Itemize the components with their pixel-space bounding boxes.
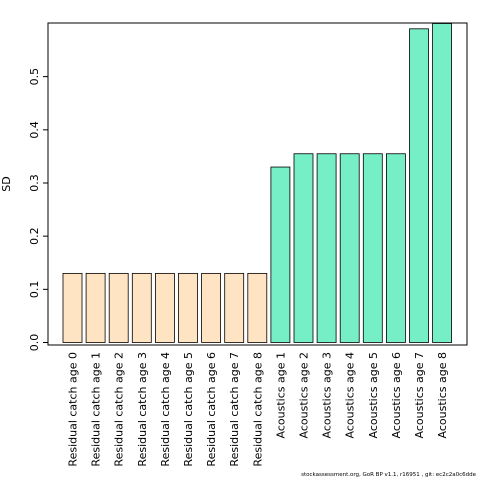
bars — [62, 23, 453, 343]
x-tick-label: Acoustics age 8 — [436, 352, 449, 438]
footer-text: stockassessment.org, GoR BP v1.1, r16951… — [301, 472, 476, 478]
x-tick-label: Residual catch age 6 — [205, 352, 218, 467]
bar — [178, 272, 198, 343]
x-tick-label: Acoustics age 2 — [298, 352, 311, 438]
bar — [409, 28, 429, 343]
bar — [270, 166, 291, 343]
x-tick-label: Acoustics age 1 — [274, 352, 287, 438]
bar — [201, 272, 222, 343]
bar — [316, 153, 337, 343]
bar — [154, 272, 175, 343]
bar — [432, 23, 453, 343]
y-tick-label: 0.3 — [28, 174, 41, 192]
bar — [131, 272, 152, 343]
x-tick-label: Residual catch age 4 — [159, 352, 172, 467]
bar — [85, 272, 106, 343]
bar — [62, 272, 83, 343]
y-tick-label: 0.0 — [28, 334, 41, 352]
bar — [385, 153, 406, 343]
y-axis-label: SD — [0, 176, 13, 191]
x-tick-label: Residual catch age 5 — [182, 352, 195, 467]
y-tick-label: 0.5 — [28, 68, 41, 86]
x-tick-label: Residual catch age 3 — [136, 352, 149, 467]
bar — [247, 272, 268, 343]
x-tick-label: Residual catch age 2 — [113, 352, 126, 467]
bar — [293, 153, 314, 343]
y-tick-label: 0.4 — [28, 121, 41, 139]
x-tick-label: Acoustics age 7 — [413, 352, 426, 438]
x-tick-label: Residual catch age 0 — [67, 352, 80, 467]
bar — [108, 272, 129, 343]
bar — [224, 272, 245, 343]
y-tick-label: 0.1 — [28, 281, 41, 299]
plot-frame — [47, 22, 468, 346]
x-tick-labels: Residual catch age 0 Residual catch age 1… — [67, 352, 450, 467]
y-axis: 0.0 0.1 0.2 0.3 0.4 0.5 — [28, 68, 48, 351]
x-tick-label: Acoustics age 3 — [321, 352, 334, 438]
x-tick-label: Residual catch age 1 — [90, 352, 103, 467]
x-tick-label: Acoustics age 5 — [367, 352, 380, 438]
x-tick-label: Acoustics age 4 — [344, 352, 357, 438]
bar — [339, 153, 360, 343]
x-tick-label: Residual catch age 8 — [251, 352, 264, 467]
bar — [362, 153, 383, 343]
x-tick-label: Residual catch age 7 — [228, 352, 241, 467]
y-tick-label: 0.2 — [28, 227, 41, 245]
x-tick-label: Acoustics age 6 — [390, 352, 403, 438]
